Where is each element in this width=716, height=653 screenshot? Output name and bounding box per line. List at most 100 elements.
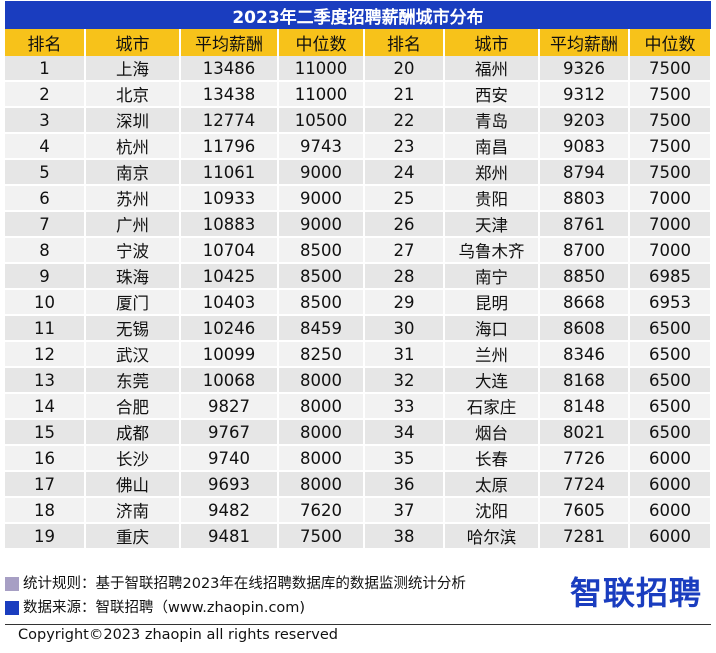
median-cell: 7000 <box>629 237 712 264</box>
rank-cell: 34 <box>364 419 445 446</box>
city-cell: 乌鲁木齐 <box>444 237 540 264</box>
table-row: 17 佛山 9693 8000 36 太原 7724 6000 <box>5 471 712 498</box>
rank-cell: 11 <box>5 315 86 342</box>
median-cell: 8500 <box>278 237 365 264</box>
avg-salary-cell: 8761 <box>539 211 630 238</box>
header-rank: 排名 <box>364 29 445 56</box>
avg-salary-cell: 9482 <box>180 497 279 524</box>
city-cell: 东莞 <box>85 367 181 394</box>
avg-salary-cell: 9203 <box>539 107 630 134</box>
rank-cell: 3 <box>5 107 86 134</box>
avg-salary-cell: 8021 <box>539 419 630 446</box>
rank-cell: 6 <box>5 185 86 212</box>
median-cell: 7500 <box>629 107 712 134</box>
avg-salary-cell: 10246 <box>180 315 279 342</box>
median-cell: 7500 <box>629 81 712 108</box>
median-cell: 7000 <box>629 211 712 238</box>
median-cell: 8000 <box>278 445 365 472</box>
city-cell: 无锡 <box>85 315 181 342</box>
median-cell: 6000 <box>629 523 712 550</box>
median-cell: 6000 <box>629 471 712 498</box>
median-cell: 8459 <box>278 315 365 342</box>
table-row: 9 珠海 10425 8500 28 南宁 8850 6985 <box>5 263 712 290</box>
rank-cell: 2 <box>5 81 86 108</box>
median-cell: 6000 <box>629 497 712 524</box>
avg-salary-cell: 7605 <box>539 497 630 524</box>
rank-cell: 36 <box>364 471 445 498</box>
city-cell: 宁波 <box>85 237 181 264</box>
avg-salary-cell: 13438 <box>180 81 279 108</box>
avg-salary-cell: 9693 <box>180 471 279 498</box>
avg-salary-cell: 13486 <box>180 56 279 82</box>
city-cell: 杭州 <box>85 133 181 160</box>
source-swatch <box>5 601 19 615</box>
avg-salary-cell: 8148 <box>539 393 630 420</box>
footer-divider <box>5 624 711 625</box>
median-cell: 11000 <box>278 81 365 108</box>
city-cell: 哈尔滨 <box>444 523 540 550</box>
city-cell: 珠海 <box>85 263 181 290</box>
median-cell: 8000 <box>278 471 365 498</box>
median-cell: 6500 <box>629 393 712 420</box>
city-cell: 深圳 <box>85 107 181 134</box>
rank-cell: 21 <box>364 81 445 108</box>
city-cell: 苏州 <box>85 185 181 212</box>
avg-salary-cell: 8700 <box>539 237 630 264</box>
table-body: 1 上海 13486 11000 20 福州 9326 7500 2 北京 13438 11000 21… <box>5 56 712 550</box>
median-cell: 9000 <box>278 211 365 238</box>
avg-salary-cell: 9312 <box>539 81 630 108</box>
city-cell: 重庆 <box>85 523 181 550</box>
table-row: 5 南京 11061 9000 24 郑州 8794 7500 <box>5 159 712 186</box>
median-cell: 7500 <box>629 56 712 82</box>
city-cell: 天津 <box>444 211 540 238</box>
median-cell: 6000 <box>629 445 712 472</box>
data-source-note: 数据来源：智联招聘（www.zhaopin.com) <box>5 596 565 620</box>
table-row: 18 济南 9482 7620 37 沈阳 7605 6000 <box>5 497 712 524</box>
avg-salary-cell: 8803 <box>539 185 630 212</box>
zhaopin-logo: 智联招聘 <box>569 574 702 612</box>
rank-cell: 31 <box>364 341 445 368</box>
city-cell: 厦门 <box>85 289 181 316</box>
city-cell: 合肥 <box>85 393 181 420</box>
header-avg-salary: 平均薪酬 <box>539 29 630 56</box>
copyright-text: Copyright©2023 zhaopin all rights reserv… <box>18 627 338 643</box>
city-cell: 北京 <box>85 81 181 108</box>
rank-cell: 10 <box>5 289 86 316</box>
rank-cell: 29 <box>364 289 445 316</box>
avg-salary-cell: 8794 <box>539 159 630 186</box>
rank-cell: 28 <box>364 263 445 290</box>
city-cell: 昆明 <box>444 289 540 316</box>
median-cell: 6500 <box>629 367 712 394</box>
stat-rule-note: 统计规则：基于智联招聘2023年在线招聘数据库的数据监测统计分析 <box>5 572 565 596</box>
city-cell: 佛山 <box>85 471 181 498</box>
city-cell: 大连 <box>444 367 540 394</box>
avg-salary-cell: 11796 <box>180 133 279 160</box>
city-cell: 长沙 <box>85 445 181 472</box>
rank-cell: 35 <box>364 445 445 472</box>
table-row: 14 合肥 9827 8000 33 石家庄 8148 6500 <box>5 393 712 420</box>
rank-cell: 33 <box>364 393 445 420</box>
table-row: 1 上海 13486 11000 20 福州 9326 7500 <box>5 56 712 82</box>
city-cell: 青岛 <box>444 107 540 134</box>
avg-salary-cell: 7726 <box>539 445 630 472</box>
median-cell: 11000 <box>278 56 365 82</box>
table-title: 2023年二季度招聘薪酬城市分布 <box>5 1 711 29</box>
rank-cell: 15 <box>5 419 86 446</box>
rank-cell: 32 <box>364 367 445 394</box>
header-median: 中位数 <box>278 29 365 56</box>
header-median: 中位数 <box>629 29 712 56</box>
city-cell: 石家庄 <box>444 393 540 420</box>
city-cell: 南京 <box>85 159 181 186</box>
median-cell: 8500 <box>278 289 365 316</box>
rank-cell: 25 <box>364 185 445 212</box>
avg-salary-cell: 7724 <box>539 471 630 498</box>
rank-cell: 30 <box>364 315 445 342</box>
city-cell: 武汉 <box>85 341 181 368</box>
rank-cell: 19 <box>5 523 86 550</box>
median-cell: 9000 <box>278 185 365 212</box>
avg-salary-cell: 10403 <box>180 289 279 316</box>
city-cell: 成都 <box>85 419 181 446</box>
rank-cell: 17 <box>5 471 86 498</box>
header-city: 城市 <box>85 29 181 56</box>
avg-salary-cell: 7281 <box>539 523 630 550</box>
